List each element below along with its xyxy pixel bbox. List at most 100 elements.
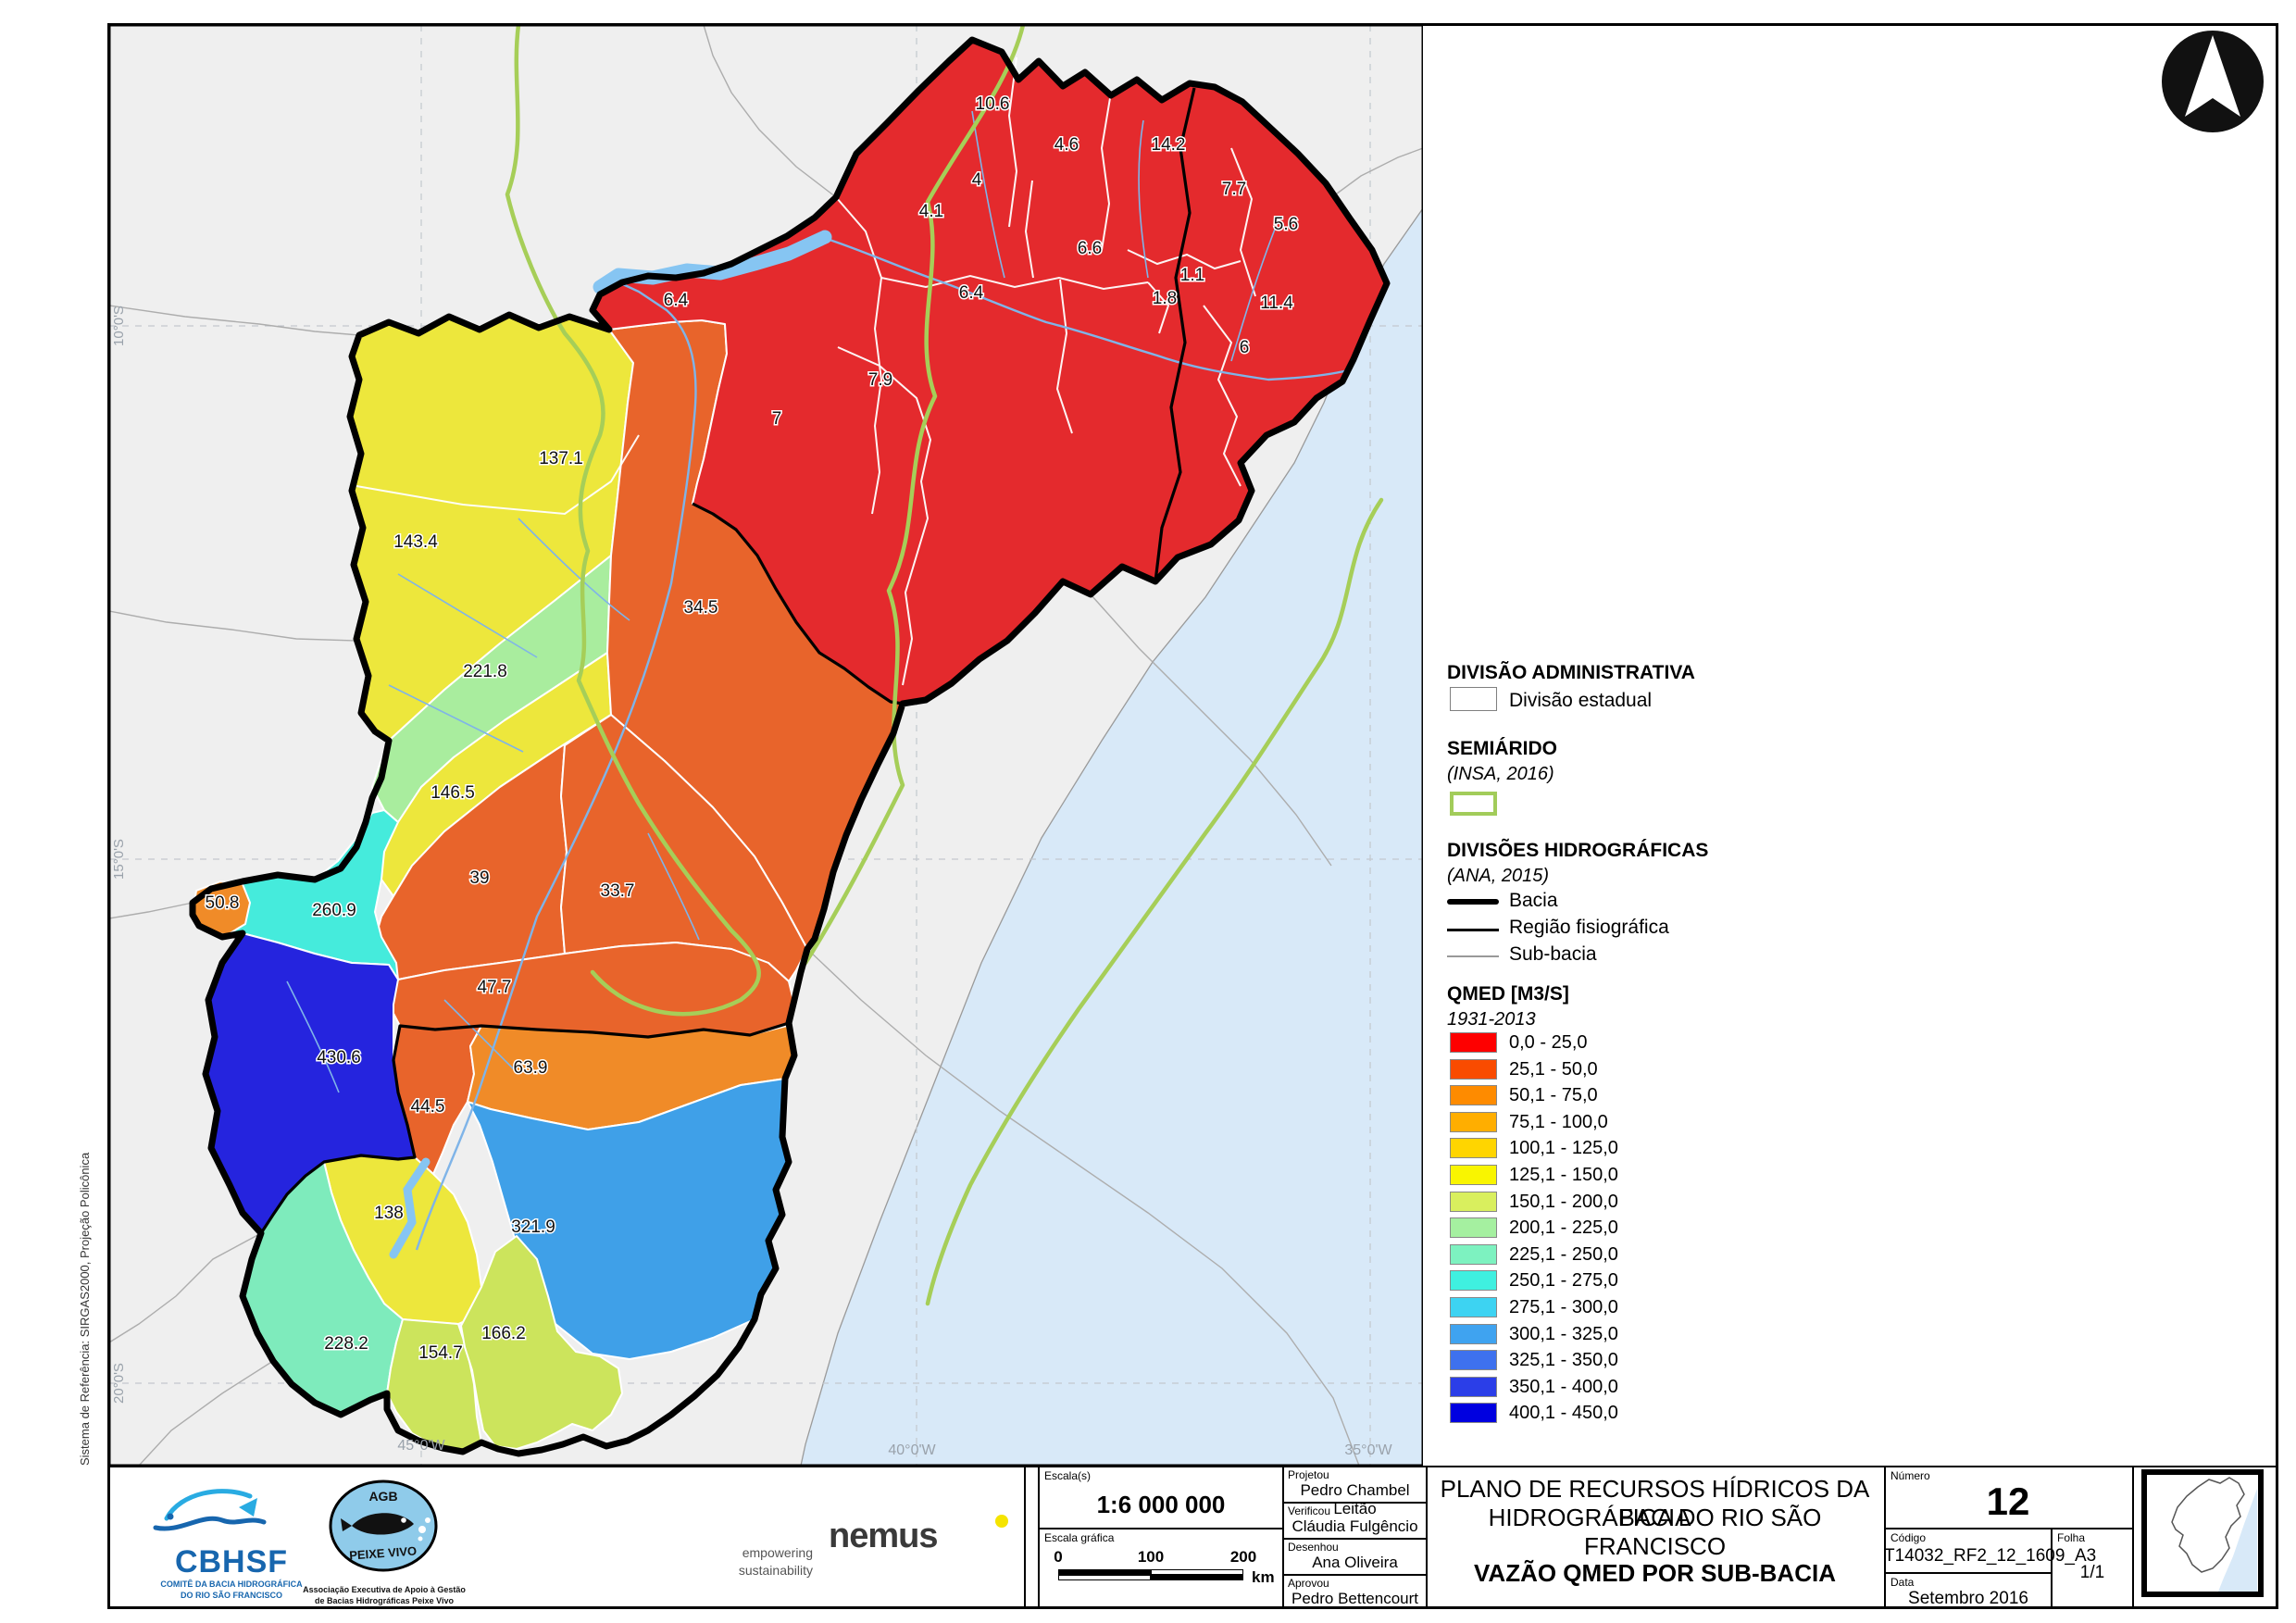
sub-basin-flow-label: 6.4: [664, 291, 689, 310]
sub-basin-flow-label: 63.9: [514, 1058, 548, 1078]
cbhsf-logo: [153, 1489, 267, 1531]
agb-caption1: Associação Executiva de Apoio à Gestão: [303, 1585, 466, 1594]
qmed-class-label: 250,1 - 275,0: [1509, 1270, 1618, 1292]
scale-bar-segment: [1151, 1575, 1243, 1580]
sub-basin-flow-label: 7.9: [868, 370, 892, 390]
longitude-labels: 45°0'W 40°0'W 35°0'W: [397, 1438, 1392, 1458]
scale-tick-label: 200: [1229, 1548, 1257, 1566]
semiarido-source: (INSA, 2016): [1447, 764, 1554, 784]
sub-basin-flow-label: 50.8: [206, 893, 240, 913]
code-value: T14032_RF2_12_1609_A3: [1884, 1546, 2097, 1566]
qmed-period: 1931-2013: [1447, 1009, 1536, 1030]
sub-basin-flow-label: 137.1: [539, 449, 583, 468]
rivers: [286, 110, 1349, 1251]
date-value: Setembro 2016: [1908, 1589, 2028, 1608]
graphic-scale-label: Escala gráfica: [1044, 1531, 1115, 1544]
code-label: Código: [1890, 1531, 1927, 1544]
sub-basin-flow-label: 146.5: [430, 783, 475, 803]
divider: [1024, 1466, 1026, 1609]
semiarido-boundary: [505, 25, 1384, 1306]
qmed-class-swatch: [1450, 1403, 1497, 1424]
semiarido-swatch: [1450, 792, 1497, 816]
admin-swatch: [1450, 687, 1497, 711]
regiao-line-swatch: [1447, 929, 1499, 931]
qmed-class-swatch: [1450, 1138, 1497, 1159]
legend-qmed-heading: QMED [M3/S]: [1447, 983, 1569, 1005]
agb-logo: AGB PEIXE VIVO: [329, 1479, 438, 1572]
qmed-class-swatch: [1450, 1217, 1497, 1239]
divider: [1884, 1466, 1886, 1609]
latitude-labels: 10°0'S 15°0'S 20°0'S: [111, 306, 127, 1404]
cbhsf-caption2: DO RIO SÃO FRANCISCO: [180, 1591, 282, 1600]
qmed-class-label: 75,1 - 100,0: [1509, 1111, 1608, 1132]
legend-panel: DIVISÃO ADMINISTRATIVA Divisão estadual …: [1423, 25, 2279, 1466]
qmed-class-swatch: [1450, 1111, 1497, 1132]
credit-aprovou: Aprovou Pedro Bettencourt: [1288, 1577, 1419, 1607]
sub-basin-flow-label: 7: [772, 409, 782, 429]
nemus-dot-icon: [995, 1515, 1008, 1528]
cbhsf-name: CBHSF: [174, 1544, 289, 1579]
sub-basin-flow-label: 44.5: [411, 1097, 445, 1117]
sub-basin-flow-label: 34.5: [684, 598, 718, 618]
longitude-label: 40°0'W: [888, 1442, 936, 1458]
scale-bar-segment: [1058, 1569, 1151, 1575]
qmed-class-label: 325,1 - 350,0: [1509, 1350, 1618, 1371]
qmed-class-label: 275,1 - 300,0: [1509, 1297, 1618, 1317]
sub-basin-flow-label: 6.4: [959, 283, 984, 303]
qmed-class-swatch: [1450, 1058, 1497, 1080]
sub-basin-flow-label: 4.1: [919, 202, 943, 221]
sub-basin-flow-label: 166.2: [481, 1324, 526, 1343]
sub-basin-flow-label: 138: [374, 1204, 404, 1223]
qmed-class-label: 0,0 - 25,0: [1509, 1032, 1588, 1053]
qmed-class-swatch: [1450, 1350, 1497, 1371]
sheet-value: 1/1: [2079, 1563, 2105, 1582]
divider: [2051, 1528, 2053, 1609]
sub-basin-flow-label: 5.6: [1274, 215, 1298, 234]
sub-basin-flow-label: 47.7: [478, 978, 512, 997]
admin-item-label: Divisão estadual: [1509, 690, 1653, 711]
reference-system-note: Sistema de Referência: SIRGAS2000, Proje…: [78, 1152, 92, 1466]
qmed-class-swatch: [1450, 1085, 1497, 1106]
sub-basin-flow-label: 1.1: [1180, 266, 1204, 285]
scale-bar-segment: [1058, 1575, 1151, 1580]
sub-basin-flow-label: 6.6: [1078, 239, 1102, 258]
sheet-label: Folha: [2057, 1531, 2086, 1544]
agb-caption2: de Bacias Hidrográficas Peixe Vivo: [315, 1596, 454, 1605]
basin-outline: [189, 36, 1391, 1457]
sheet-title-line1: PLANO DE RECURSOS HÍDRICOS DA BACIA: [1440, 1475, 1870, 1531]
qmed-class-label: 225,1 - 250,0: [1509, 1243, 1618, 1265]
physiographic-boundaries: [259, 87, 1196, 1234]
scale-label: Escala(s): [1044, 1469, 1092, 1482]
latitude-label: 15°0'S: [111, 839, 127, 880]
subbacia-line-swatch: [1447, 955, 1499, 957]
latitude-label: 10°0'S: [111, 306, 127, 346]
sub-basin-flow-label: 4.6: [1054, 135, 1079, 155]
qmed-class-swatch: [1450, 1376, 1497, 1397]
nemus-tagline: empowering sustainability: [738, 1545, 813, 1578]
divider: [1282, 1538, 1428, 1540]
scale-tick-label: 100: [1137, 1548, 1165, 1566]
qmed-class-swatch: [1450, 1191, 1497, 1212]
divider: [1884, 1572, 2053, 1574]
credit-verificou: Verificou Cláudia Fulgêncio: [1288, 1504, 1418, 1535]
sub-basin-flow-label: 6: [1240, 338, 1250, 357]
qmed-class-swatch: [1450, 1323, 1497, 1344]
page-border: [107, 23, 2278, 1609]
divider: [1282, 1502, 1428, 1504]
sheet-subtitle: VAZÃO QMED POR SUB-BACIA: [1474, 1559, 1836, 1587]
divider: [1282, 1466, 1284, 1609]
scale-unit: km: [1252, 1568, 1275, 1586]
sub-basin-flow-label: 7.7: [1222, 180, 1246, 199]
sub-basin-flow-label: 143.4: [393, 532, 438, 552]
longitude-label: 35°0'W: [1344, 1442, 1392, 1458]
subbacia-label: Sub-bacia: [1509, 943, 1597, 965]
north-arrow-icon: [2162, 31, 2264, 132]
region-1662: [460, 1235, 623, 1450]
sub-basin-flow-label: 10.6: [976, 94, 1010, 114]
sub-basin-flow-label: 11.4: [1260, 293, 1293, 313]
divider: [2132, 1466, 2134, 1609]
divider: [1884, 1528, 2134, 1529]
sub-basin-flow-label: 1.8: [1153, 289, 1177, 308]
